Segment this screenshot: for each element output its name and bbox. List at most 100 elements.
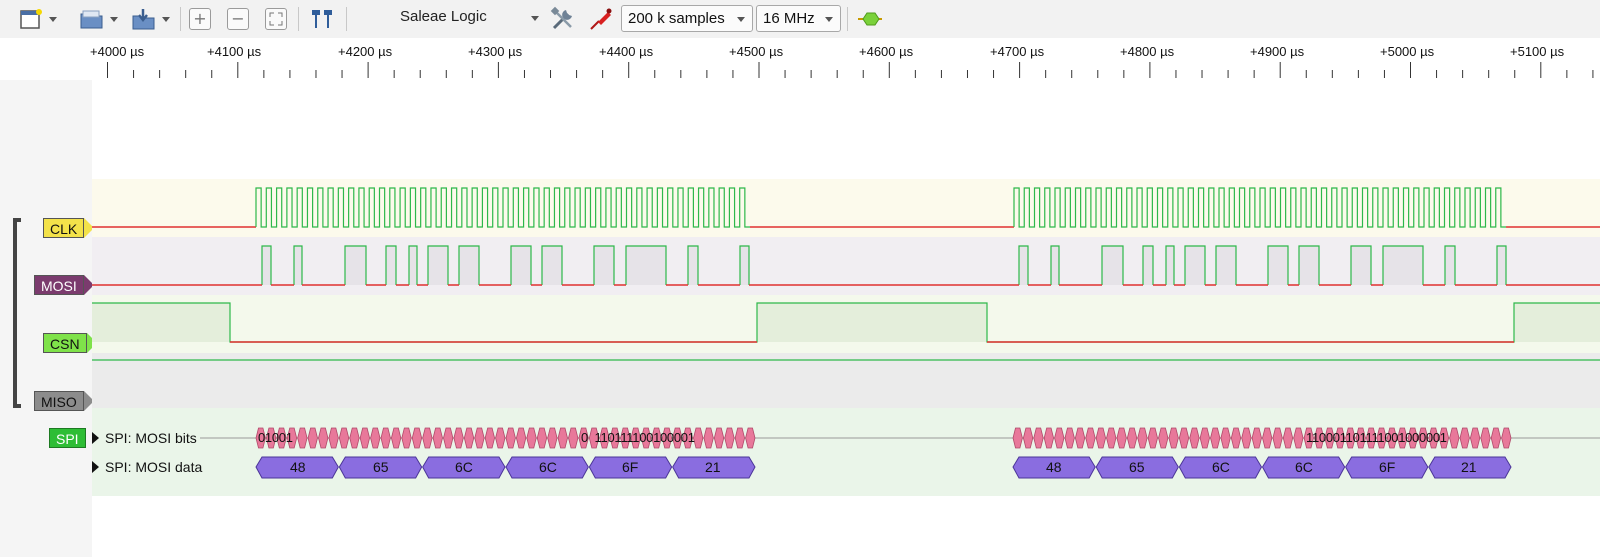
new-session-button[interactable] (16, 5, 60, 33)
bit-cell (286, 427, 298, 449)
mosi-high-fill (511, 246, 531, 285)
byte-cell (1261, 456, 1346, 479)
bit-cell (661, 427, 673, 449)
mosi-high-trace (1444, 245, 1456, 285)
sample-rate-select[interactable]: 16 MHz (756, 5, 841, 32)
ruler-label: +4600 µs (859, 44, 914, 59)
bit-cell (1064, 427, 1075, 449)
bit-cell (1168, 427, 1179, 449)
ruler-ticks (107, 62, 1594, 78)
bit-cell (724, 427, 735, 449)
device-dropdown-icon[interactable] (531, 16, 539, 21)
mosi-high-fill (345, 246, 366, 285)
channel-label-clk[interactable]: CLK (43, 218, 95, 238)
bit-cell (1334, 427, 1346, 449)
channel-label-csn[interactable]: CSN (43, 333, 97, 353)
byte-cell (1095, 456, 1179, 479)
expand-triangle-icon[interactable] (92, 461, 99, 473)
save-button[interactable] (127, 5, 173, 33)
bit-cell (432, 427, 443, 449)
byte-cell (255, 456, 339, 479)
zoom-in-button[interactable]: + (188, 5, 212, 33)
bit-cell (1501, 427, 1512, 449)
bit-cell (380, 427, 391, 449)
bit-cell (1012, 427, 1023, 449)
start-capture-button[interactable] (856, 5, 884, 33)
ruler-label: +4200 µs (338, 44, 393, 59)
save-export-icon (132, 9, 154, 30)
bit-cell (474, 427, 485, 449)
mosi-high-fill (428, 246, 448, 285)
bit-cell (745, 427, 756, 449)
chevron-down-icon (825, 17, 833, 22)
mosi-high-fill (542, 246, 562, 285)
timing-markers-button[interactable] (306, 5, 338, 33)
bit-cell (463, 427, 475, 449)
byte-cell (1012, 456, 1096, 479)
bit-cell (599, 427, 610, 449)
bit-cell (547, 427, 558, 449)
bit-cell (526, 427, 537, 449)
bit-cell (422, 427, 433, 449)
mosi-high-fill (1102, 246, 1123, 285)
bit-cell (1418, 427, 1429, 449)
bit-cell (557, 427, 568, 449)
ruler-label: +4300 µs (468, 44, 523, 59)
byte-label: 6C (1295, 459, 1313, 475)
channel-label-mosi[interactable]: MOSI (34, 275, 94, 295)
mosi-high-fill (1497, 246, 1506, 285)
mosi-high-trace (1018, 245, 1029, 285)
ruler-label: +4100 µs (207, 44, 262, 59)
mosi-high-fill (1185, 246, 1205, 285)
bit-cell (1043, 427, 1054, 449)
bit-cell (276, 427, 287, 449)
bit-cell (1220, 427, 1231, 449)
bit-cell (1345, 427, 1356, 449)
bit-cell (734, 427, 745, 449)
waveform-area[interactable] (92, 80, 1600, 557)
bit-cell (1428, 427, 1439, 449)
mosi-high-trace (344, 245, 367, 285)
samples-select[interactable]: 200 k samples (621, 5, 753, 32)
zoom-fit-button[interactable] (264, 5, 288, 33)
mosi-high-trace (739, 245, 750, 285)
mosi-high-fill (1299, 246, 1319, 285)
mosi-high-fill (1051, 246, 1059, 285)
bit-cell (1490, 427, 1502, 449)
analyzer-row-mosi-data[interactable]: SPI: MOSI data (92, 457, 202, 477)
analyzer-row-mosi-bits[interactable]: SPI: MOSI bits (92, 428, 197, 448)
bit-cell (1033, 427, 1044, 449)
expand-triangle-icon[interactable] (92, 432, 99, 444)
bit-cell (401, 427, 412, 449)
mosi-high-fill (1143, 246, 1153, 285)
bit-cell (1085, 427, 1096, 449)
probe-button[interactable] (586, 5, 616, 33)
mosi-high-fill (688, 246, 698, 285)
bit-cell (693, 427, 704, 449)
settings-tools-button[interactable] (548, 5, 578, 33)
byte-cell (1345, 456, 1429, 479)
open-button[interactable] (75, 5, 121, 33)
byte-cell (505, 456, 589, 479)
mosi-high-fill (740, 246, 749, 285)
time-ruler[interactable]: +4000 µs +4100 µs +4200 µs +4300 µs +440… (0, 38, 1600, 80)
zoom-out-button[interactable]: − (226, 5, 250, 33)
byte-label: 65 (373, 459, 389, 475)
bit-cell (1147, 427, 1158, 449)
bit-cell (1470, 427, 1481, 449)
bit-cell (505, 427, 516, 449)
csn-high-fill (757, 303, 987, 342)
bit-cell (1230, 427, 1242, 449)
chevron-down-icon (49, 16, 57, 22)
channel-label-miso[interactable]: MISO (34, 391, 94, 411)
mosi-high-trace (1496, 245, 1507, 285)
mosi-high-trace (1165, 245, 1175, 285)
bit-cell (1293, 427, 1304, 449)
clk-trace (255, 187, 750, 228)
bit-cell (1137, 427, 1148, 449)
bit-cell (703, 427, 714, 449)
bit-cell (443, 427, 454, 449)
byte-label: 65 (1129, 459, 1145, 475)
analyzer-label-spi[interactable]: SPI (49, 428, 86, 448)
timing-markers-icon (312, 10, 332, 28)
